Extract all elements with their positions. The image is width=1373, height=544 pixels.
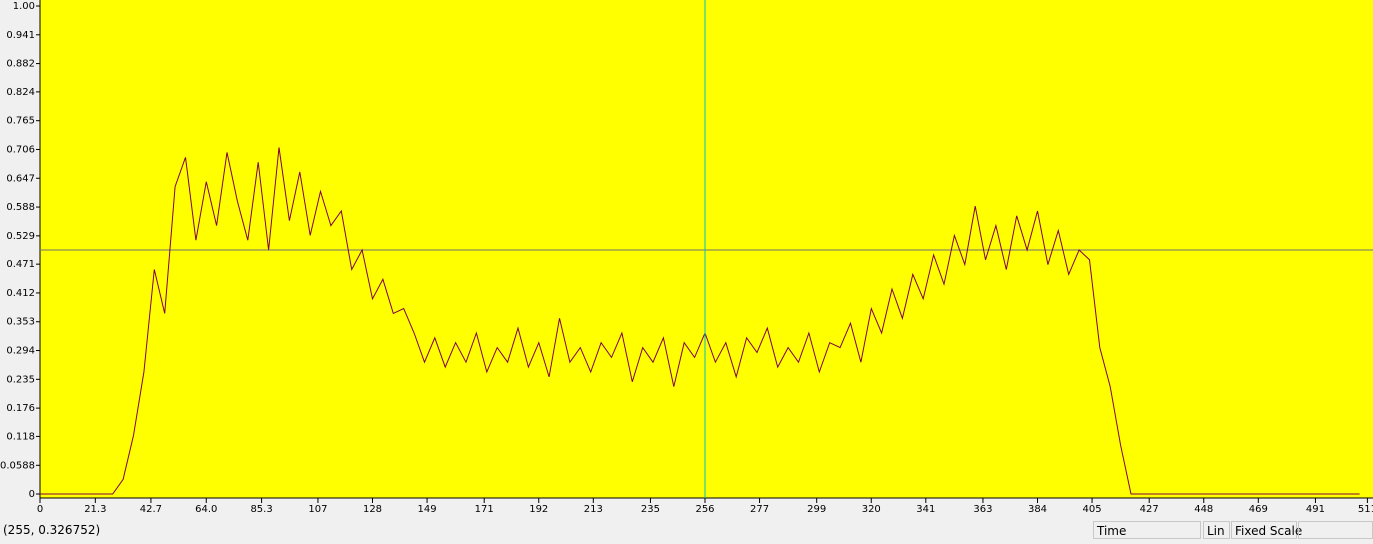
y-tick-label: 0.765 [6,116,35,127]
x-tick-label: 0 [37,504,43,515]
x-tick-label: 171 [475,504,494,515]
signal-line [40,147,1360,495]
x-tick-label: 511 [1358,504,1373,515]
y-tick-label: 0.529 [6,231,35,242]
y-tick-label: 0.471 [6,259,35,270]
x-tick-label: 448 [1194,504,1213,515]
x-tick-label: 21.3 [84,504,106,515]
x-tick-label: 341 [916,504,935,515]
y-tick-label: 0.0588 [0,460,35,471]
empty-field [1298,521,1373,539]
scale-type-field[interactable]: Lin [1203,521,1230,539]
x-tick-label: 405 [1083,504,1102,515]
x-tick-label: 235 [641,504,660,515]
y-tick-label: 0.412 [6,288,35,299]
x-tick-label: 64.0 [195,504,217,515]
x-tick-label: 256 [695,504,714,515]
y-tick-label: 0.588 [6,202,35,213]
status-bar: (255, 0.326752) Time Lin Fixed Scale [0,519,1373,541]
chart: 0 0.0588 0.118 0.176 0.235 0.294 0.353 0.412 0.4… [0,0,1373,515]
y-tick-label: 0.294 [6,346,35,357]
x-tick-label: 384 [1028,504,1047,515]
plot-background [40,0,1373,498]
scale-mode-field[interactable]: Fixed Scale [1231,521,1302,539]
y-tick-label: 1.00 [13,1,35,12]
x-tick-label: 149 [418,504,437,515]
y-tick-label: 0.647 [6,173,35,184]
x-tick-label: 427 [1140,504,1159,515]
x-tick-label: 128 [363,504,382,515]
y-tick-label: 0.176 [6,403,35,414]
x-tick-label: 277 [750,504,769,515]
y-tick-label: 0.118 [6,431,35,442]
x-tick-label: 491 [1306,504,1325,515]
y-tick-label: 0.235 [6,374,35,385]
y-tick-label: 0.706 [6,144,35,155]
x-tick-label: 320 [862,504,881,515]
y-tick-label: 0.353 [6,317,35,328]
x-tick-label: 42.7 [140,504,162,515]
x-tick-label: 469 [1249,504,1268,515]
x-tick-label: 213 [584,504,603,515]
mode-field[interactable]: Time [1093,521,1201,539]
y-tick-label: 0 [29,489,35,500]
x-tick-label: 85.3 [250,504,272,515]
y-tick-label: 0.941 [6,30,35,41]
y-tick-label: 0.882 [6,59,35,70]
cursor-readout: (255, 0.326752) [3,523,101,537]
x-tick-label: 192 [529,504,548,515]
x-tick-label: 107 [308,504,327,515]
x-tick-label: 363 [973,504,992,515]
y-tick-label: 0.824 [6,87,35,98]
x-tick-label: 299 [807,504,826,515]
